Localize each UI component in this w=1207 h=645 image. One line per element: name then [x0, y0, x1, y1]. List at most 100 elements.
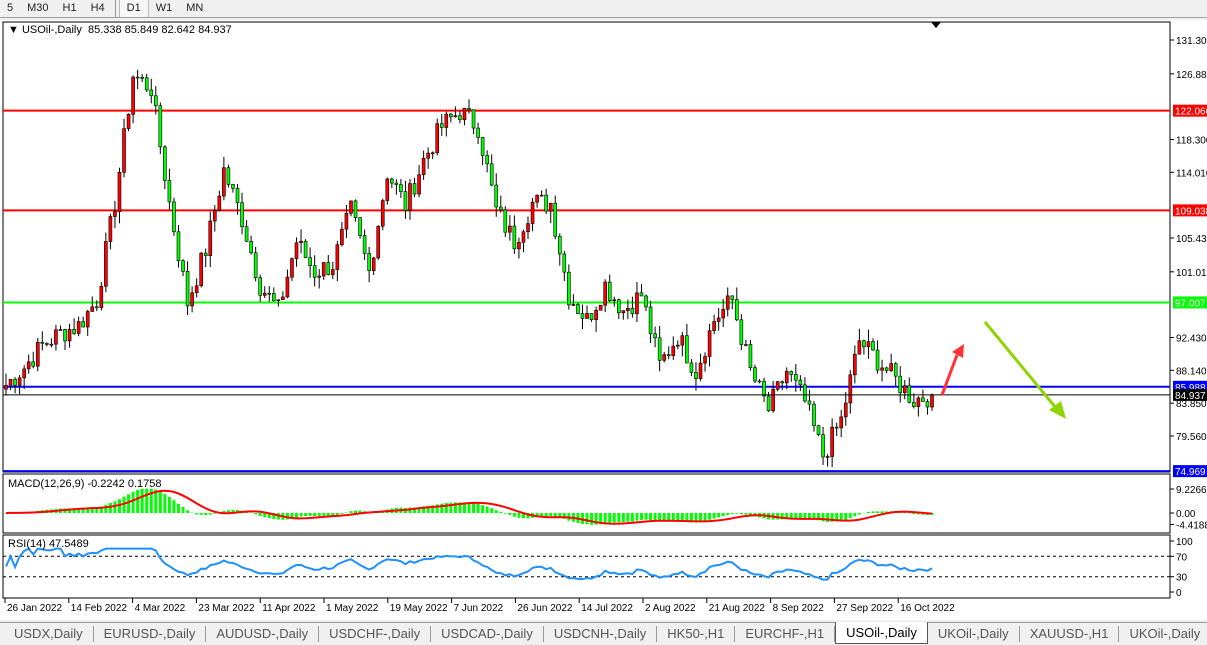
candle: [699, 363, 702, 379]
macd-histogram-bar: [300, 513, 303, 516]
macd-histogram-bar: [590, 513, 593, 525]
macd-histogram-bar: [622, 513, 625, 522]
timeframe-m30[interactable]: M30: [20, 0, 55, 17]
rsi-tick-label: 100: [1176, 537, 1193, 548]
candle: [222, 168, 225, 196]
chart-tab[interactable]: USDCHF-,Daily: [319, 626, 431, 642]
candle: [454, 116, 457, 117]
macd-histogram-bar: [186, 510, 189, 513]
macd-histogram-bar: [545, 513, 548, 516]
candle: [304, 241, 307, 258]
macd-histogram-bar: [554, 513, 557, 517]
candle: [690, 363, 693, 372]
macd-histogram-bar: [145, 489, 148, 513]
chart-tab[interactable]: HK50-,H1: [657, 626, 735, 642]
candle: [395, 183, 398, 185]
candle: [495, 185, 498, 207]
macd-histogram-bar: [304, 513, 307, 516]
macd-histogram-bar: [844, 513, 847, 520]
macd-histogram-bar: [508, 513, 511, 515]
timeframe-d1[interactable]: D1: [119, 0, 149, 17]
candle: [309, 258, 312, 266]
macd-histogram-bar: [640, 513, 643, 520]
candle: [767, 396, 770, 411]
candle: [917, 398, 920, 407]
candle: [740, 320, 743, 345]
candle: [345, 213, 348, 229]
macd-histogram-bar: [871, 511, 874, 513]
chart-shift-marker-icon: [931, 22, 941, 28]
date-label: 23 Mar 2022: [198, 603, 255, 614]
chart-tab[interactable]: UKOil-,Daily: [928, 626, 1020, 642]
candle: [413, 184, 416, 195]
timeframe-mn[interactable]: MN: [179, 0, 210, 17]
date-label: 26 Jan 2022: [7, 603, 62, 614]
chart-tab[interactable]: USDX,Daily: [4, 626, 94, 642]
timeframe-w1[interactable]: W1: [149, 0, 180, 17]
candle: [431, 153, 434, 154]
chart-tab[interactable]: EURCHF-,H1: [735, 626, 835, 642]
candle: [903, 386, 906, 393]
macd-histogram-bar: [735, 513, 738, 514]
candle: [790, 371, 793, 374]
chart-tab[interactable]: USDCAD-,Daily: [431, 626, 544, 642]
candle: [281, 297, 284, 300]
macd-histogram-bar: [127, 494, 130, 513]
chart-tab[interactable]: USOil-,Daily: [835, 622, 928, 644]
macd-histogram-bar: [849, 513, 852, 518]
candle: [422, 158, 425, 174]
candle: [831, 427, 834, 456]
candle: [23, 369, 26, 378]
timeframe-h1[interactable]: H1: [56, 0, 84, 17]
candle: [236, 188, 239, 202]
candle: [744, 344, 747, 345]
macd-histogram-bar: [631, 513, 634, 521]
candle: [490, 164, 493, 185]
chart-tab[interactable]: AUDUSD-,Daily: [206, 626, 319, 642]
macd-histogram-bar: [617, 513, 620, 522]
chart-tab[interactable]: EURUSD-,Daily: [94, 626, 207, 642]
candle: [713, 322, 716, 331]
chart-window[interactable]: 131.300126.880118.300114.010105.430101.0…: [0, 20, 1207, 620]
date-label: 8 Sep 2022: [773, 603, 825, 614]
timeframe-5[interactable]: 5: [0, 0, 20, 17]
candle: [5, 385, 8, 389]
candle: [241, 203, 244, 227]
level-price-label: 122.066: [1175, 107, 1207, 118]
macd-histogram-bar: [708, 513, 711, 520]
date-label: 1 May 2022: [326, 603, 379, 614]
macd-histogram-bar: [113, 501, 116, 513]
macd-histogram-bar: [168, 497, 171, 513]
date-label: 11 Apr 2022: [262, 603, 316, 614]
macd-histogram-bar: [690, 513, 693, 521]
candle: [590, 313, 593, 319]
candle: [163, 147, 166, 181]
chart-tab[interactable]: XAUUSD-,H1: [1020, 626, 1120, 642]
timeframe-h4[interactable]: H4: [84, 0, 112, 17]
candle: [763, 381, 766, 396]
macd-histogram-bar: [132, 492, 135, 513]
candle: [844, 403, 847, 417]
candle: [635, 293, 638, 314]
candle: [894, 364, 897, 377]
chart-tab[interactable]: USDCNH-,Daily: [544, 626, 657, 642]
candle: [372, 258, 375, 271]
chart-tab[interactable]: UKOil-,Daily: [1119, 626, 1207, 642]
macd-histogram-bar: [608, 513, 611, 523]
candle: [753, 368, 756, 381]
candle: [912, 402, 915, 406]
candle: [195, 286, 198, 293]
candle: [722, 309, 725, 318]
candle: [9, 379, 12, 385]
price-tick-label: 105.430: [1176, 234, 1207, 245]
candle: [250, 241, 253, 252]
chart-canvas[interactable]: 131.300126.880118.300114.010105.430101.0…: [0, 20, 1207, 620]
macd-histogram-bar: [354, 511, 357, 513]
date-label: 19 May 2022: [390, 603, 448, 614]
candle: [881, 368, 884, 370]
price-tick-label: 79.560: [1176, 432, 1207, 443]
rsi-pane-frame: [3, 535, 1170, 598]
candle: [908, 386, 911, 403]
candle: [363, 236, 366, 254]
dropdown-triangle-icon[interactable]: ▼: [8, 24, 19, 36]
